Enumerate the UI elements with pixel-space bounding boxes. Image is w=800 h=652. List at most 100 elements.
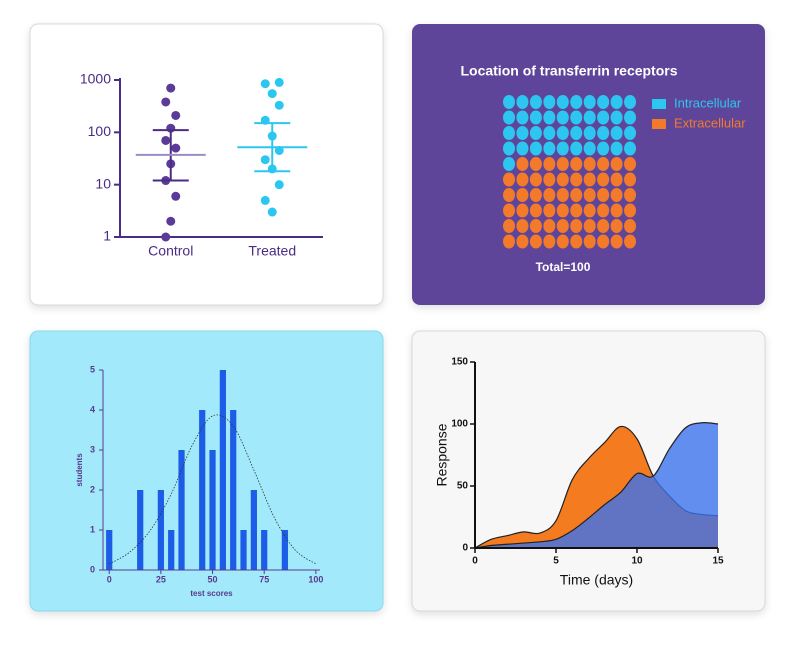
legend-label: Extracellular [674,115,746,130]
bar [230,410,237,570]
waffle-dot [529,157,542,171]
waffle-dot [516,234,529,249]
x-tick-label: Treated [248,243,296,259]
waffle-dot [583,126,596,140]
waffle-dot [610,95,623,109]
dot [267,207,277,217]
waffle-dot [624,141,637,156]
waffle-dot [516,172,529,187]
bar [106,530,113,570]
waffle-dot [529,141,542,156]
waffle-dot [583,141,596,156]
x-tick-label: 50 [208,574,218,584]
waffle-dot [516,219,529,233]
waffle-dot [624,203,637,218]
bar [240,530,247,570]
waffle-dot [597,141,610,156]
waffle-dot [624,95,637,109]
waffle-dot [570,203,583,218]
waffle-dot [556,95,569,109]
y-tick-label: 2 [90,484,95,494]
waffle-dot [624,110,637,125]
waffle-dot [529,110,542,125]
waffle-dot [516,188,529,202]
waffle-dot [543,95,556,109]
waffle-dot [529,126,542,140]
waffle-dot [529,219,542,233]
waffle-dot [543,172,556,187]
x-tick-label: 75 [259,574,269,584]
waffle-dot [570,141,583,156]
waffle-dot [503,95,515,109]
legend-swatch [652,99,666,109]
waffle-dot [610,126,623,140]
y-tick-label: 1 [90,524,95,534]
waffle-dot [516,110,529,125]
y-tick-label: 10 [95,175,111,191]
waffle-dot [543,219,556,233]
waffle-dot [570,234,583,249]
waffle-dot [583,95,596,109]
bar [281,530,288,570]
bar [168,530,175,570]
x-tick-label: 15 [712,556,724,567]
area-line [474,422,719,549]
waffle-dot [529,172,542,187]
x-axis-label: Time (days) [560,572,633,588]
waffle-dot [556,126,569,140]
dot [274,180,284,190]
bar [250,490,257,570]
waffle-dot [583,234,596,249]
y-axis-label: Response [434,423,450,486]
waffle-dot [543,110,556,125]
waffle-dot [543,157,556,171]
dot [260,195,270,205]
waffle-dot [556,141,569,156]
y-tick-label: 0 [90,564,95,574]
y-tick-label: 150 [451,357,468,368]
waffle-dot [597,219,610,233]
bar [261,530,268,570]
waffle-dot [597,126,610,140]
waffle-dot [503,141,515,156]
waffle-dot [597,172,610,187]
waffle-dot [556,172,569,187]
legend-label: Intracellular [674,95,742,110]
waffle-dot [503,126,515,140]
waffle-dot [570,157,583,171]
dot [166,83,176,93]
waffle-dot [503,157,515,171]
x-axis-label: test scores [190,589,233,598]
waffle-dot [516,95,529,109]
waffle-dot [516,157,529,171]
x-tick-label: 10 [631,556,643,567]
waffle-dot [543,126,556,140]
waffle-dot [610,203,623,218]
waffle-dot [583,172,596,187]
waffle-dot [610,219,623,233]
waffle-dot [556,110,569,125]
waffle-dot [503,219,515,233]
y-tick-label: 5 [90,364,95,374]
waffle-dot [624,188,637,202]
waffle-dot [610,172,623,187]
x-tick-label: 25 [156,574,166,584]
waffle-dot [597,110,610,125]
dot [161,135,171,145]
waffle-dot [610,188,623,202]
dot [274,145,284,155]
waffle-dot [570,126,583,140]
waffle-dot [556,203,569,218]
waffle-dot [570,188,583,202]
y-tick-label: 0 [462,543,468,554]
bar [219,370,226,570]
waffle-dot [570,219,583,233]
waffle-dot [597,157,610,171]
waffle-dot [529,203,542,218]
y-tick-label: 1000 [80,71,111,87]
waffle-dot [624,172,637,187]
waffle-dot [610,141,623,156]
x-tick-label: 0 [107,574,112,584]
waffle-dot [570,110,583,125]
